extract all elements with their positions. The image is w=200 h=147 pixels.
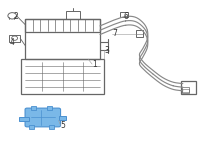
Bar [136, 30, 143, 37]
Text: 4: 4 [9, 38, 14, 47]
Text: 3: 3 [104, 46, 109, 55]
Bar [21, 59, 104, 94]
Bar [49, 125, 54, 129]
Bar [29, 125, 34, 129]
Bar [182, 87, 189, 93]
Bar [9, 35, 20, 42]
Bar [25, 19, 100, 32]
Bar [120, 12, 128, 16]
Text: 7: 7 [112, 29, 117, 38]
Bar [181, 81, 196, 94]
Bar [31, 106, 36, 110]
FancyBboxPatch shape [25, 108, 61, 127]
Text: 2: 2 [13, 12, 18, 21]
Bar [47, 106, 52, 110]
Bar [25, 19, 100, 59]
Text: 6: 6 [124, 12, 129, 21]
Bar [182, 89, 189, 92]
Text: 1: 1 [92, 60, 97, 69]
Bar [59, 116, 66, 120]
Text: 5: 5 [61, 121, 65, 130]
Bar [66, 11, 80, 19]
Bar [19, 117, 29, 121]
